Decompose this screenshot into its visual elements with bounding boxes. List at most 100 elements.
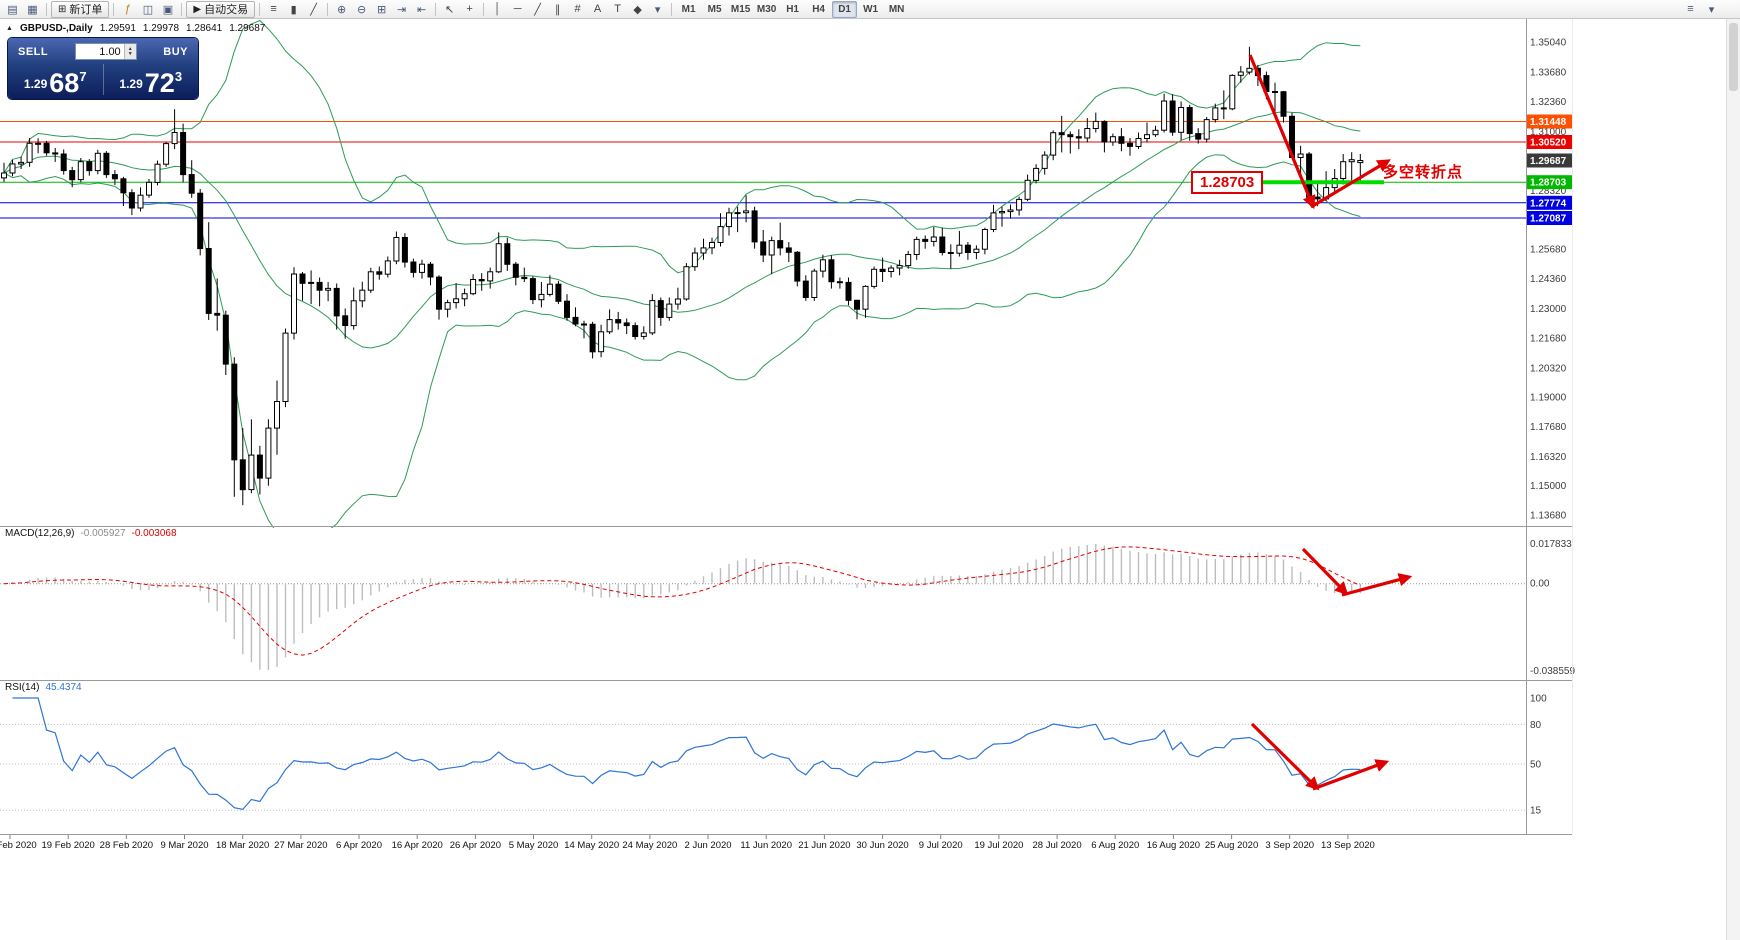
navigator-icon[interactable]: ◫ <box>142 3 154 16</box>
chart-shift-icon[interactable]: ⇤ <box>416 3 427 16</box>
pivot-annotation-text[interactable]: 多空转折点 <box>1383 164 1464 181</box>
svg-text:30 Jun 2020: 30 Jun 2020 <box>856 840 908 851</box>
svg-text:1.27087: 1.27087 <box>1530 214 1567 225</box>
svg-text:28 Feb 2020: 28 Feb 2020 <box>100 840 153 851</box>
pivot-price-label[interactable]: 1.28703 <box>1191 171 1264 194</box>
macd-main-value: -0.005927 <box>80 528 126 539</box>
svg-text:0.017833: 0.017833 <box>1530 539 1572 550</box>
shapes-dropdown-icon[interactable]: ▾ <box>654 3 661 16</box>
profiles-icon[interactable]: ▦ <box>27 3 38 16</box>
vertical-line-icon[interactable]: │ <box>494 3 502 15</box>
timeframe-m1-button[interactable]: M1 <box>681 3 696 15</box>
svg-text:11 Jun 2020: 11 Jun 2020 <box>740 840 792 851</box>
svg-text:26 Apr 2020: 26 Apr 2020 <box>450 840 501 851</box>
toolbar-separator <box>327 2 329 16</box>
svg-text:2 Jun 2020: 2 Jun 2020 <box>685 840 732 851</box>
svg-text:3 Sep 2020: 3 Sep 2020 <box>1265 840 1314 851</box>
toolbar-menu-icon[interactable]: ≡ <box>1687 3 1694 15</box>
auto-scroll-icon[interactable]: ⇥ <box>396 3 407 16</box>
svg-text:14 May 2020: 14 May 2020 <box>564 840 619 851</box>
channel-icon[interactable]: ∥ <box>554 3 561 16</box>
svg-text:10 Feb 2020: 10 Feb 2020 <box>0 840 37 851</box>
volume-input[interactable] <box>75 44 124 59</box>
new-order-button[interactable]: ⊞ 新订单 <box>51 0 110 18</box>
svg-text:1.23000: 1.23000 <box>1530 304 1567 315</box>
candlestick-chart-icon[interactable]: ▮ <box>290 3 297 16</box>
sell-label: SELL <box>18 45 49 58</box>
collapse-trade-panel-icon[interactable]: ▲ <box>6 25 13 32</box>
crosshair-icon[interactable]: + <box>466 3 473 15</box>
sell-price-main: 1.29 <box>23 77 48 91</box>
svg-text:0.00: 0.00 <box>1530 579 1550 590</box>
svg-text:16 Aug 2020: 16 Aug 2020 <box>1147 840 1200 851</box>
svg-text:1.20320: 1.20320 <box>1530 363 1567 374</box>
toolbar-separator <box>671 2 673 16</box>
zoom-out-icon[interactable]: ⊖ <box>356 3 367 16</box>
chart-ohlc-info: ▲ GBPUSD-,Daily 1.29591 1.29978 1.28641 … <box>6 23 265 34</box>
svg-text:1.31448: 1.31448 <box>1530 117 1567 128</box>
svg-text:1.28703: 1.28703 <box>1530 178 1567 189</box>
timeframe-m15-button[interactable]: M15 <box>730 3 751 15</box>
svg-text:9 Jul 2020: 9 Jul 2020 <box>919 840 963 851</box>
svg-text:1.32360: 1.32360 <box>1530 97 1567 108</box>
fibonacci-icon[interactable]: # <box>574 3 581 15</box>
svg-text:21 Jun 2020: 21 Jun 2020 <box>798 840 850 851</box>
timeframe-d1-button[interactable]: D1 <box>832 0 858 18</box>
svg-text:15: 15 <box>1530 806 1542 817</box>
tile-windows-icon[interactable]: ⊞ <box>376 3 387 16</box>
spin-down-icon[interactable]: ▼ <box>127 50 133 57</box>
timeframe-w1-button[interactable]: W1 <box>863 3 879 15</box>
svg-text:80: 80 <box>1530 720 1542 731</box>
one-click-trading-panel: SELL ▲ ▼ BUY 1.29 68 7 1.29 72 3 <box>8 38 198 99</box>
bar-chart-icon[interactable]: ≡ <box>270 3 277 15</box>
svg-text:28 Jul 2020: 28 Jul 2020 <box>1032 840 1081 851</box>
cursor-icon[interactable]: ↖ <box>444 3 455 16</box>
vertical-scrollbar[interactable] <box>1726 18 1740 940</box>
timeframe-m5-button[interactable]: M5 <box>707 3 722 15</box>
buy-price-pip: 3 <box>174 69 183 84</box>
svg-text:5 May 2020: 5 May 2020 <box>509 840 559 851</box>
toolbar-separator <box>113 2 115 16</box>
buy-button[interactable]: 1.29 72 3 <box>104 62 199 99</box>
svg-text:24 May 2020: 24 May 2020 <box>622 840 677 851</box>
svg-text:19 Jul 2020: 19 Jul 2020 <box>974 840 1023 851</box>
svg-text:50: 50 <box>1530 760 1542 771</box>
svg-text:1.30520: 1.30520 <box>1530 138 1567 149</box>
toolbar-separator <box>46 2 47 16</box>
autotrading-button[interactable]: ▶ 自动交易 <box>186 0 256 18</box>
symbol-title: GBPUSD-,Daily <box>19 23 93 34</box>
spin-up-icon[interactable]: ▲ <box>127 45 133 52</box>
sell-button[interactable]: 1.29 68 7 <box>8 62 103 99</box>
chart-window-icon[interactable]: ▤ <box>7 3 18 16</box>
svg-text:27 Mar 2020: 27 Mar 2020 <box>274 840 327 851</box>
scrollbar-thumb[interactable] <box>1729 23 1738 91</box>
toolbar-dropdown-icon[interactable]: ▾ <box>1708 3 1715 16</box>
text-label-icon[interactable]: T <box>614 3 621 15</box>
rsi-value: 45.4374 <box>45 682 82 693</box>
toolbar-separator <box>259 2 261 16</box>
timeframe-h1-button[interactable]: H1 <box>786 3 799 15</box>
svg-text:1.35040: 1.35040 <box>1530 37 1567 48</box>
autotrading-label: 自动交易 <box>204 4 249 16</box>
trendline-icon[interactable]: ╱ <box>534 3 541 16</box>
chart-canvas[interactable]: 1.35040 1.33680 1.32360 1.31000 1.28320 1.256… <box>0 18 1740 940</box>
text-icon[interactable]: A <box>593 3 602 15</box>
buy-label: BUY <box>163 45 188 58</box>
toolbar-separator <box>181 2 183 16</box>
volume-spin-buttons[interactable]: ▲ ▼ <box>123 44 136 59</box>
sell-price-big: 68 <box>49 68 80 98</box>
horizontal-line-icon[interactable]: ─ <box>513 3 522 15</box>
timeframe-h4-button[interactable]: H4 <box>812 3 825 15</box>
terminal-icon[interactable]: ▣ <box>162 3 174 16</box>
svg-text:13 Sep 2020: 13 Sep 2020 <box>1321 840 1375 851</box>
toolbar-separator <box>483 2 485 16</box>
timeframe-m30-button[interactable]: M30 <box>756 3 777 15</box>
indicators-icon[interactable]: ƒ <box>124 3 131 15</box>
svg-text:100: 100 <box>1530 694 1547 705</box>
line-chart-icon[interactable]: ╱ <box>310 3 317 16</box>
shapes-icon[interactable]: ◆ <box>633 3 642 16</box>
svg-text:1.28320: 1.28320 <box>1530 186 1567 197</box>
autotrading-play-icon: ▶ <box>193 3 202 15</box>
zoom-in-icon[interactable]: ⊕ <box>336 3 347 16</box>
timeframe-mn-button[interactable]: MN <box>888 3 905 15</box>
